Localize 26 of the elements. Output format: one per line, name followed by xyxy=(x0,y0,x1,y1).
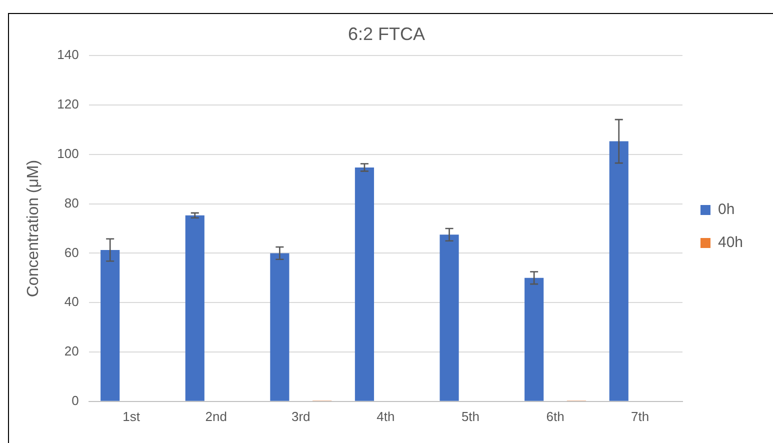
x-tick-label: 6th xyxy=(546,408,564,424)
y-tick-label: 0 xyxy=(72,392,79,408)
y-tick-label: 80 xyxy=(64,195,79,210)
y-tick-label: 100 xyxy=(57,146,79,161)
chart-title: 6:2 FTCA xyxy=(348,24,426,44)
bar xyxy=(100,250,120,401)
y-tick-label: 140 xyxy=(57,47,79,62)
bar xyxy=(524,278,544,401)
y-tick-label: 60 xyxy=(64,244,79,260)
y-tick-label: 40 xyxy=(64,294,79,310)
x-tick-label: 7th xyxy=(631,408,650,424)
x-tick-label: 5th xyxy=(461,408,480,424)
x-tick-label: 4th xyxy=(376,408,395,424)
x-tick-label: 2nd xyxy=(205,408,227,424)
x-tick-label: 1st xyxy=(122,408,140,424)
bar xyxy=(440,234,459,401)
y-tick-label: 20 xyxy=(64,344,79,359)
y-tick-label: 120 xyxy=(57,96,79,112)
legend-label: 0h xyxy=(718,201,735,218)
x-tick-label: 3rd xyxy=(291,408,310,424)
bar xyxy=(354,167,374,401)
bar xyxy=(609,141,628,401)
bar xyxy=(270,253,290,401)
bar xyxy=(185,215,204,401)
y-axis-title: Concentration (μM) xyxy=(25,160,42,298)
legend-label: 40h xyxy=(718,234,744,252)
